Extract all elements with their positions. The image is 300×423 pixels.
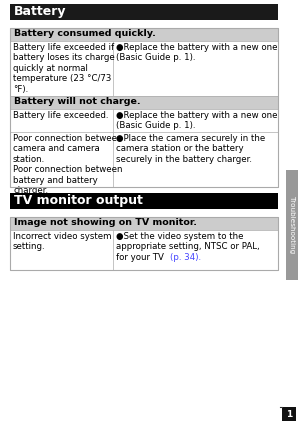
Text: Troubleshooting: Troubleshooting	[289, 196, 295, 254]
Text: TV monitor output: TV monitor output	[14, 194, 143, 207]
Text: ●Replace the battery with a new one
(Basic Guide p. 1).: ●Replace the battery with a new one (Bas…	[116, 43, 278, 63]
Text: Poor connection between
camera and camera
station.
Poor connection between
batte: Poor connection between camera and camer…	[13, 134, 122, 195]
Bar	[286, 170, 298, 280]
Bar	[10, 217, 278, 270]
Bar	[10, 193, 278, 209]
Bar	[10, 4, 278, 20]
Bar	[113, 132, 278, 187]
Bar	[113, 230, 278, 270]
Bar	[10, 96, 278, 109]
Text: Battery: Battery	[14, 5, 67, 18]
Bar	[10, 230, 113, 270]
Bar	[10, 109, 113, 132]
Bar	[10, 28, 278, 187]
Bar	[282, 407, 296, 421]
Text: Battery life exceeded if
battery loses its charge
quickly at normal
temperature : Battery life exceeded if battery loses i…	[13, 43, 115, 93]
Bar	[113, 41, 278, 96]
Text: (p. 34).: (p. 34).	[170, 253, 201, 262]
Text: ●Place the camera securely in the
camera station or the battery
securely in the : ●Place the camera securely in the camera…	[116, 134, 266, 164]
Text: Battery will not charge.: Battery will not charge.	[14, 97, 141, 106]
Text: Battery consumed quickly.: Battery consumed quickly.	[14, 29, 156, 38]
Bar	[10, 132, 113, 187]
Text: Battery life exceeded.: Battery life exceeded.	[13, 111, 109, 120]
Bar	[10, 28, 278, 41]
Text: ●Replace the battery with a new one
(Basic Guide p. 1).: ●Replace the battery with a new one (Bas…	[116, 111, 278, 130]
Text: ●Set the video system to the
appropriate setting, NTSC or PAL,
for your TV: ●Set the video system to the appropriate…	[116, 232, 260, 262]
Bar	[10, 41, 113, 96]
Bar	[113, 109, 278, 132]
Text: 1: 1	[286, 409, 292, 418]
Bar	[10, 217, 278, 230]
Text: Image not showing on TV monitor.: Image not showing on TV monitor.	[14, 218, 197, 227]
Text: Incorrect video system
setting.: Incorrect video system setting.	[13, 232, 112, 251]
